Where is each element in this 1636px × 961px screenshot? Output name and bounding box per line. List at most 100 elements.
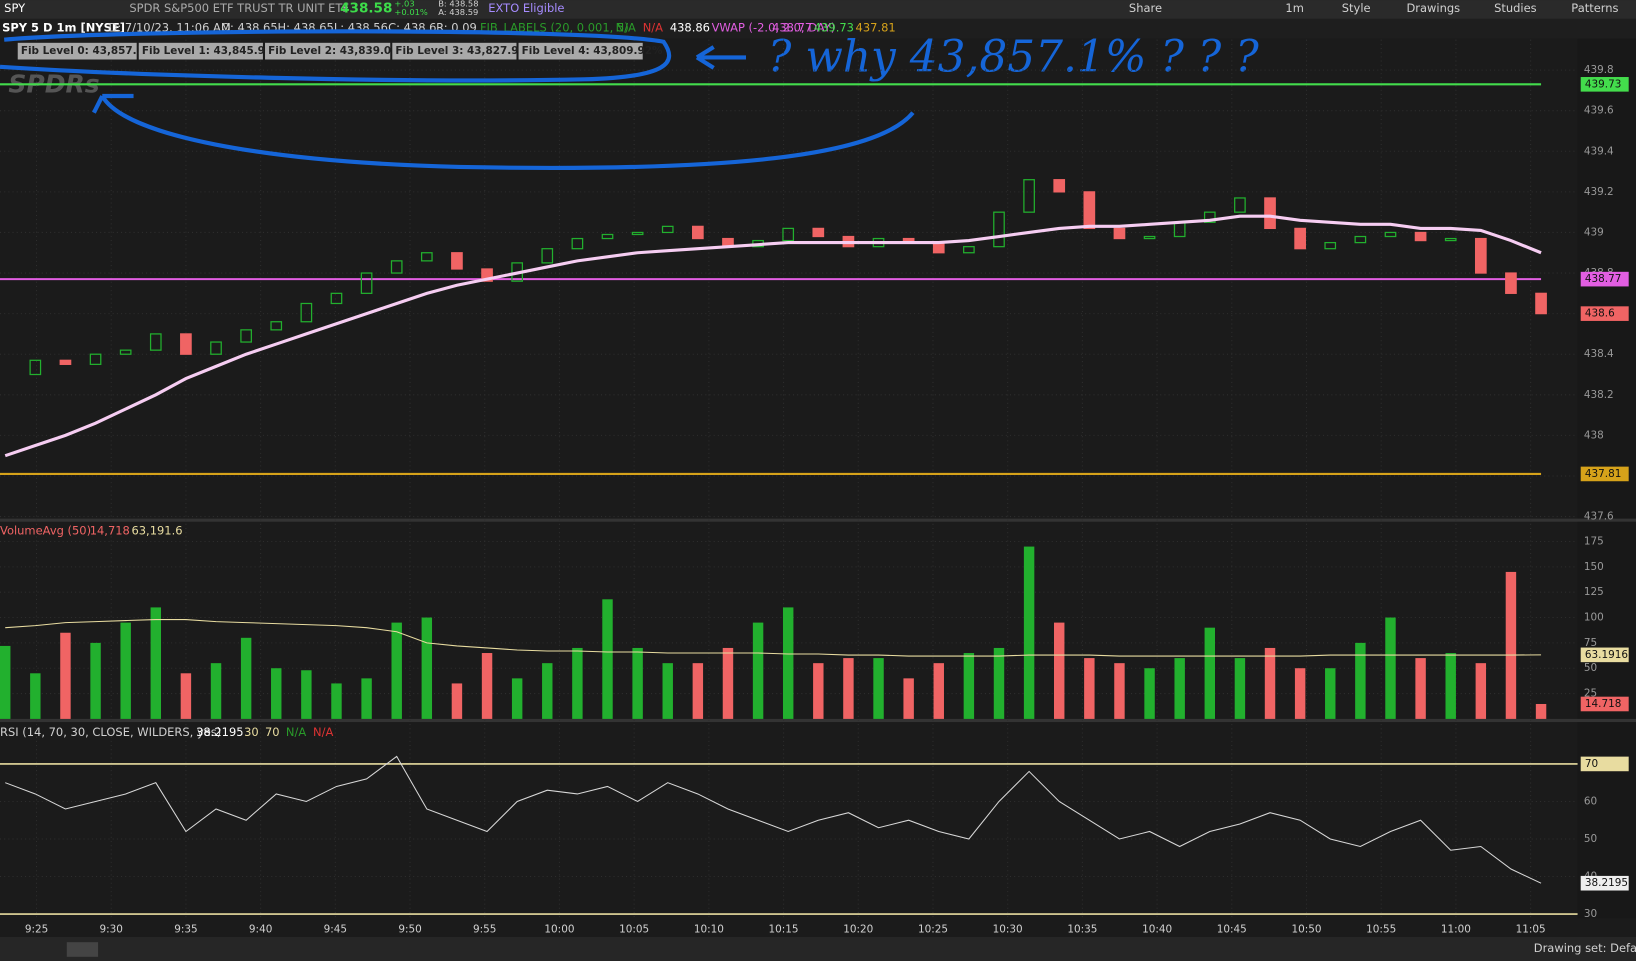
value-box-label: 439.73 [1585, 78, 1621, 90]
volume-bar [903, 678, 914, 719]
volume-bar [813, 663, 824, 719]
candle [631, 231, 644, 236]
candle [360, 272, 373, 294]
time-label: 10:10 [694, 924, 724, 936]
candle [29, 359, 42, 376]
volume-bar [1385, 617, 1396, 719]
volume-bar [1415, 658, 1426, 719]
y-tick-label: 438.2 [1584, 389, 1614, 401]
button[interactable]: Patterns [1571, 1, 1618, 15]
change-pct: +0.01% [394, 7, 428, 17]
candle [1053, 179, 1066, 193]
annotation: ? why 43,857.1% ? ? ? [768, 32, 1259, 83]
volume-bar [933, 663, 944, 719]
button[interactable]: Share [1129, 1, 1162, 15]
volume-bar [1114, 663, 1125, 719]
average-label: 63,191.6 [131, 524, 182, 538]
volume-bar [722, 647, 734, 719]
button[interactable]: Drawings [1406, 1, 1460, 15]
candle [571, 237, 584, 250]
volume-bar [1505, 571, 1517, 719]
candle [812, 227, 825, 238]
candle [1294, 227, 1306, 250]
volume-bar [1054, 622, 1065, 719]
badge[interactable]: EXTO Eligible [488, 1, 564, 15]
volume-bar [993, 647, 1005, 719]
candle [661, 225, 674, 234]
toolbar [0, 0, 1636, 19]
fib-value: 438.86 [670, 21, 710, 35]
y-tick-label: 50 [1584, 833, 1597, 845]
status: Drawing set: Default [1534, 941, 1636, 955]
volume-bar [361, 678, 372, 719]
vwap-value: 437.81 [856, 21, 896, 35]
timeframe[interactable]: 1m [1285, 1, 1303, 15]
symbol[interactable]: SPY [4, 1, 26, 15]
candle [180, 333, 192, 355]
value-box [1580, 77, 1629, 92]
time-label: 9:40 [249, 924, 272, 936]
volume-bar [843, 658, 854, 719]
candle [451, 252, 463, 270]
volume-bar [1475, 663, 1487, 719]
vwap-study: VWAP (-2.0, 2.0, DAY) [712, 21, 836, 35]
volume-bar [180, 673, 192, 719]
candle [692, 225, 704, 240]
value-box-label: 63.1916 [1585, 649, 1628, 661]
volume-bar [240, 637, 252, 719]
value-box [1580, 466, 1629, 482]
description: SPDR S&P500 ETF TRUST TR UNIT ETF [129, 1, 349, 15]
time-label: 10:00 [544, 924, 574, 936]
rsi-line [5, 755, 1542, 884]
time-label: 10:25 [918, 924, 948, 936]
y-tick-label: 30 [1584, 908, 1597, 920]
volume-bar [331, 683, 342, 719]
volume-bar [1234, 658, 1246, 719]
vwap-value: 438.77 [772, 21, 812, 35]
fib-label-box [138, 42, 263, 60]
y-tick-label: 438 [1584, 429, 1604, 441]
time-label: 10:40 [1142, 924, 1172, 936]
time-label: 9:25 [25, 924, 48, 936]
y-tick-label: 150 [1584, 561, 1604, 573]
volume-bar [90, 642, 101, 719]
hand-circle [0, 29, 672, 83]
volume-bar [782, 607, 794, 719]
fib-label: Fib Level 2: 43,839.08% [268, 45, 409, 57]
button[interactable]: Studies [1494, 1, 1537, 15]
separator [0, 518, 1636, 522]
volume-bar [60, 632, 71, 719]
candle [420, 252, 433, 262]
y-tick-label: 438.4 [1584, 348, 1614, 360]
volume-bar [1535, 703, 1547, 719]
volume-bar [511, 678, 523, 719]
na: N/A [313, 725, 333, 739]
y-tick-label: 439.8 [1584, 64, 1614, 76]
candle [1474, 237, 1487, 274]
value-box-label: 438.77 [1585, 273, 1621, 285]
candle [541, 248, 554, 264]
candle [1264, 197, 1276, 230]
ask: A: 438.59 [438, 7, 478, 17]
collapse-button[interactable] [66, 942, 99, 957]
button[interactable]: Style [1342, 1, 1371, 15]
time-label: 10:50 [1291, 924, 1321, 936]
candle [1203, 211, 1216, 223]
value-box [1580, 647, 1629, 663]
candle [59, 359, 72, 365]
vwap-value: 439.73 [814, 21, 854, 35]
value-box [1580, 696, 1629, 712]
candle [119, 349, 132, 355]
fib-label-box [392, 42, 517, 60]
fib-label: Fib Level 1: 43,845.96% [142, 45, 283, 57]
volume-bar [1204, 627, 1216, 719]
time-label: 10:20 [843, 924, 873, 936]
status-bar [0, 936, 1636, 961]
candle [300, 302, 313, 323]
volume-bar [1294, 668, 1306, 719]
y-tick-label: 439.4 [1584, 145, 1614, 157]
volume-bar [752, 622, 764, 719]
